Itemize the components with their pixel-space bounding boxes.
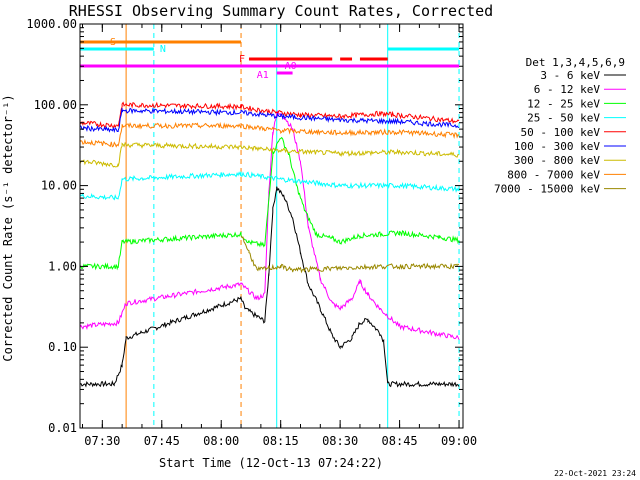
y-tick-label-4: 0.10 [48, 340, 77, 354]
series-line-7 [79, 121, 460, 148]
flag-label-a0: A0 [285, 61, 297, 72]
flag-label-a1: A1 [257, 70, 269, 81]
legend-label-0: 3 - 6 keV [540, 69, 600, 82]
footer-date: 22-Oct-2021 23:24 [554, 469, 636, 478]
legend-label-3: 25 - 50 keV [527, 112, 600, 125]
series-line-1 [79, 110, 460, 340]
series-line-5 [79, 107, 460, 134]
y-tick-label-5: 0.01 [48, 421, 77, 435]
x-axis-label: Start Time (12-Oct-13 07:24:22) [159, 456, 383, 470]
legend-label-6: 300 - 800 keV [514, 154, 600, 167]
legend-label-7: 800 - 7000 keV [507, 168, 600, 181]
legend-label-8: 7000 - 15000 keV [494, 183, 600, 196]
y-tick-label-3: 1.00 [48, 259, 77, 273]
series-line-6 [79, 141, 460, 168]
x-tick-label-2: 08:00 [203, 434, 239, 448]
plot-frame [79, 23, 464, 429]
flag-label-s: S [110, 37, 116, 48]
flag-label-f: F [239, 54, 245, 65]
series-line-4 [79, 101, 460, 129]
series-line-3 [79, 171, 460, 201]
x-tick-label-3: 08:15 [263, 434, 299, 448]
legend-label-4: 50 - 100 keV [521, 126, 601, 139]
chart-title: RHESSI Observing Summary Count Rates, Co… [69, 2, 493, 20]
y-tick-label-1: 100.00 [34, 98, 77, 112]
x-tick-label-0: 07:30 [84, 434, 120, 448]
x-tick-label-4: 08:30 [322, 434, 358, 448]
y-tick-label-0: 1000.00 [26, 17, 77, 31]
legend-label-5: 100 - 300 keV [514, 140, 600, 153]
y-axis-label: Corrected Count Rate (s⁻¹ detector⁻¹) [1, 94, 15, 361]
flag-label-n: N [160, 44, 166, 55]
legend-title: Det 1,3,4,5,6,9 [526, 56, 625, 69]
x-tick-label-6: 09:00 [441, 434, 477, 448]
x-tick-label-5: 08:45 [382, 434, 418, 448]
series-line-8 [240, 235, 460, 274]
y-tick-label-2: 10.00 [41, 179, 77, 193]
legend-label-1: 6 - 12 keV [534, 83, 601, 96]
x-tick-label-1: 07:45 [144, 434, 180, 448]
series-line-2 [79, 136, 460, 271]
series-line-0 [79, 186, 460, 388]
legend-label-2: 12 - 25 keV [527, 97, 600, 110]
